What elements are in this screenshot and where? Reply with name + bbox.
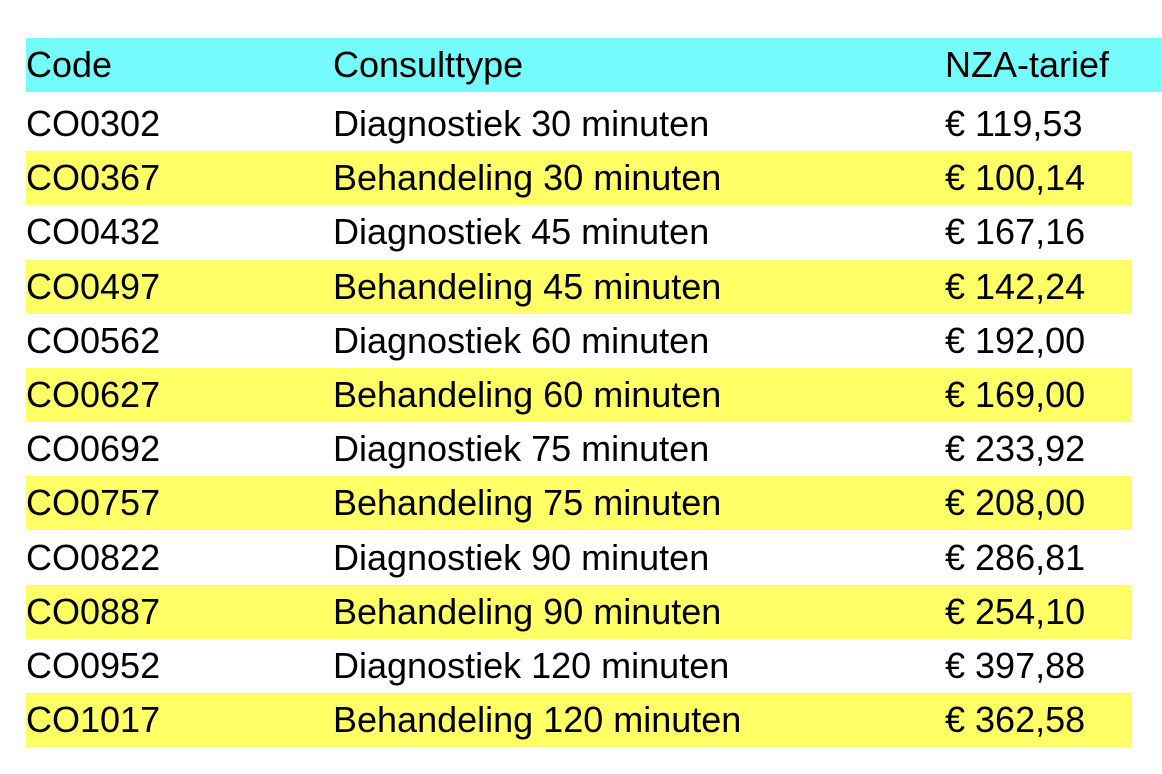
table-cell: € 119,53 <box>945 103 1083 144</box>
table-cell: Behandeling 90 minuten <box>333 590 722 632</box>
table-cell: € 286,81 <box>945 536 1086 578</box>
table-cell: Diagnostiek 90 minuten <box>333 536 710 578</box>
table-cell: CO0822 <box>26 536 161 578</box>
table-cell: Behandeling 120 minuten <box>333 699 742 741</box>
table-cell: CO0887 <box>26 590 161 632</box>
table-cell: Behandeling 45 minuten <box>333 265 722 307</box>
table-cell: Behandeling 75 minuten <box>333 482 722 524</box>
table-cell: Behandeling 60 minuten <box>333 374 722 415</box>
table-cell: € 362,58 <box>945 699 1086 741</box>
table-cell: € 167,16 <box>945 211 1086 253</box>
table-cell: Behandeling 30 minuten <box>333 157 722 199</box>
table-row: CO1017 Behandeling 120 minuten € 362,58 <box>26 693 1132 748</box>
table-cell: CO0627 <box>26 374 161 415</box>
table-row: CO0887 Behandeling 90 minuten € 254,10 <box>26 584 1132 639</box>
table-cell: CO0367 <box>26 157 161 199</box>
table-cell: CO1017 <box>26 699 161 741</box>
table-cell: NZA-tarief <box>945 44 1110 85</box>
table-cell: CO0432 <box>26 211 161 253</box>
table-cell: Diagnostiek 60 minuten <box>333 319 710 361</box>
table-cell: € 233,92 <box>945 428 1086 470</box>
table-cell: CO0757 <box>26 482 161 524</box>
table-cell: € 169,00 <box>945 374 1086 415</box>
table-cell: Diagnostiek 45 minuten <box>333 211 710 253</box>
table-cell: € 208,00 <box>945 482 1086 524</box>
table-cell: CO0952 <box>26 645 161 686</box>
table-cell: Code <box>26 44 113 85</box>
table-cell: Diagnostiek 30 minuten <box>333 103 710 144</box>
table-cell: Diagnostiek 75 minuten <box>333 428 710 470</box>
table-cell: CO0497 <box>26 265 161 307</box>
table-row: CO0367 Behandeling 30 minuten € 100,14 <box>26 151 1132 206</box>
table-cell: € 142,24 <box>945 265 1086 307</box>
table-cell: CO0562 <box>26 319 161 361</box>
table-cell: € 192,00 <box>945 319 1086 361</box>
table-cell: € 397,88 <box>945 645 1086 686</box>
table-cell: CO0692 <box>26 428 161 470</box>
table-row: CO0757 Behandeling 75 minuten € 208,00 <box>26 476 1132 531</box>
table-cell: Consulttype <box>333 44 524 85</box>
table-cell: CO0302 <box>26 103 161 144</box>
table-cell: Diagnostiek 120 minuten <box>333 645 730 686</box>
table-cell: € 254,10 <box>945 590 1086 632</box>
header-row: Code Consulttype NZA-tarief <box>26 38 1162 92</box>
table-row: CO0497 Behandeling 45 minuten € 142,24 <box>26 259 1132 314</box>
table-row: CO0627 Behandeling 60 minuten € 169,00 <box>26 368 1132 422</box>
table-cell: € 100,14 <box>945 157 1086 199</box>
